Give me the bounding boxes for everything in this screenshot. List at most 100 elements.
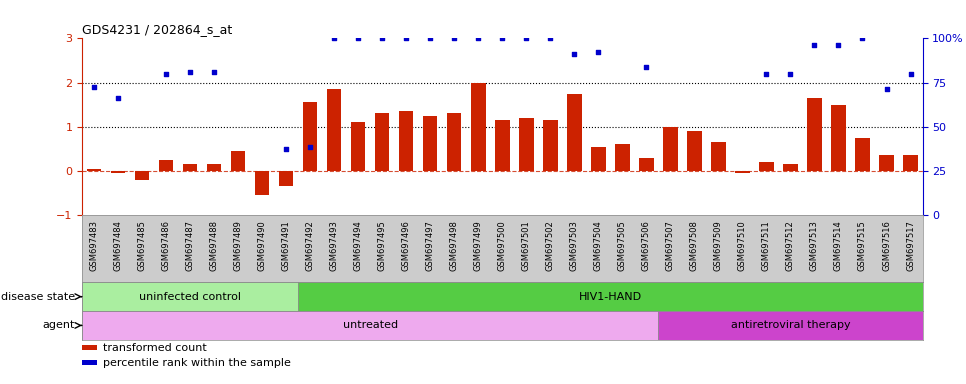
- Text: GSM697492: GSM697492: [305, 220, 315, 271]
- Text: GSM697500: GSM697500: [497, 220, 507, 271]
- Point: [831, 42, 846, 48]
- Point: [519, 35, 534, 41]
- Bar: [231, 151, 245, 171]
- Bar: [279, 171, 294, 186]
- Bar: [783, 164, 798, 171]
- Text: GSM697490: GSM697490: [258, 220, 267, 271]
- Text: GSM697491: GSM697491: [282, 220, 291, 271]
- Bar: [255, 171, 270, 195]
- Text: untreated: untreated: [343, 320, 398, 331]
- Text: GSM697512: GSM697512: [786, 220, 795, 271]
- Bar: [327, 89, 341, 171]
- Point: [879, 86, 895, 92]
- Point: [495, 35, 510, 41]
- Bar: [808, 98, 822, 171]
- Bar: [82, 282, 298, 311]
- Bar: [855, 138, 869, 171]
- Point: [590, 48, 606, 55]
- Text: uninfected control: uninfected control: [139, 291, 242, 302]
- Point: [302, 144, 318, 150]
- Bar: [832, 104, 845, 171]
- Text: GSM697510: GSM697510: [738, 220, 747, 271]
- Point: [399, 35, 414, 41]
- Bar: [399, 111, 413, 171]
- Point: [278, 146, 294, 152]
- Point: [807, 42, 822, 48]
- Point: [183, 68, 198, 74]
- Text: GSM697495: GSM697495: [378, 220, 386, 271]
- Bar: [351, 122, 365, 171]
- Bar: [87, 169, 101, 171]
- Bar: [183, 164, 197, 171]
- Point: [375, 35, 390, 41]
- Text: GSM697513: GSM697513: [810, 220, 819, 271]
- Bar: [659, 311, 923, 340]
- Point: [903, 71, 919, 77]
- Bar: [615, 144, 630, 171]
- Text: GSM697498: GSM697498: [450, 220, 459, 271]
- Text: percentile rank within the sample: percentile rank within the sample: [103, 358, 291, 368]
- Text: agent: agent: [43, 320, 75, 331]
- Text: GDS4231 / 202864_s_at: GDS4231 / 202864_s_at: [82, 23, 233, 36]
- Text: GSM697487: GSM697487: [185, 220, 195, 271]
- Bar: [735, 171, 750, 173]
- Bar: [591, 147, 606, 171]
- Text: disease state: disease state: [1, 291, 75, 302]
- Bar: [447, 114, 462, 171]
- Point: [158, 71, 174, 77]
- Bar: [375, 114, 389, 171]
- Point: [567, 51, 582, 57]
- Text: GSM697483: GSM697483: [90, 220, 99, 271]
- Point: [327, 35, 342, 41]
- Point: [86, 84, 101, 90]
- Text: GSM697484: GSM697484: [114, 220, 123, 271]
- Text: GSM697499: GSM697499: [473, 220, 483, 271]
- Bar: [711, 142, 725, 171]
- Point: [639, 64, 654, 70]
- Text: HIV1-HAND: HIV1-HAND: [579, 291, 642, 302]
- Bar: [879, 156, 894, 171]
- Bar: [903, 156, 918, 171]
- Text: GSM697509: GSM697509: [714, 220, 723, 271]
- Bar: [687, 131, 701, 171]
- Bar: [423, 116, 438, 171]
- Text: GSM697485: GSM697485: [137, 220, 147, 271]
- Text: GSM697486: GSM697486: [161, 220, 171, 271]
- Text: GSM697488: GSM697488: [210, 220, 218, 271]
- Bar: [298, 282, 923, 311]
- Bar: [135, 171, 150, 180]
- Text: GSM697489: GSM697489: [234, 220, 242, 271]
- Text: GSM697496: GSM697496: [402, 220, 411, 271]
- Text: GSM697508: GSM697508: [690, 220, 699, 271]
- Text: GSM697502: GSM697502: [546, 220, 554, 271]
- Text: GSM697514: GSM697514: [834, 220, 843, 271]
- Bar: [519, 118, 533, 171]
- Point: [543, 35, 558, 41]
- Point: [351, 35, 366, 41]
- Point: [758, 71, 774, 77]
- Bar: [207, 164, 221, 171]
- Bar: [111, 171, 126, 173]
- Text: GSM697507: GSM697507: [666, 220, 675, 271]
- Text: GSM697503: GSM697503: [570, 220, 579, 271]
- Text: GSM697511: GSM697511: [762, 220, 771, 271]
- Text: GSM697494: GSM697494: [354, 220, 363, 271]
- Bar: [639, 158, 654, 171]
- Text: GSM697517: GSM697517: [906, 220, 915, 271]
- Point: [446, 35, 462, 41]
- Text: GSM697504: GSM697504: [594, 220, 603, 271]
- Text: GSM697493: GSM697493: [329, 220, 339, 271]
- Text: GSM697506: GSM697506: [641, 220, 651, 271]
- Point: [782, 71, 798, 77]
- Text: antiretroviral therapy: antiretroviral therapy: [730, 320, 850, 331]
- Point: [110, 95, 126, 101]
- Bar: [496, 120, 509, 171]
- Text: GSM697505: GSM697505: [618, 220, 627, 271]
- Point: [422, 35, 438, 41]
- Text: GSM697497: GSM697497: [426, 220, 435, 271]
- Bar: [567, 94, 582, 171]
- Bar: [82, 311, 659, 340]
- Bar: [159, 160, 173, 171]
- Text: GSM697501: GSM697501: [522, 220, 531, 271]
- Point: [207, 68, 222, 74]
